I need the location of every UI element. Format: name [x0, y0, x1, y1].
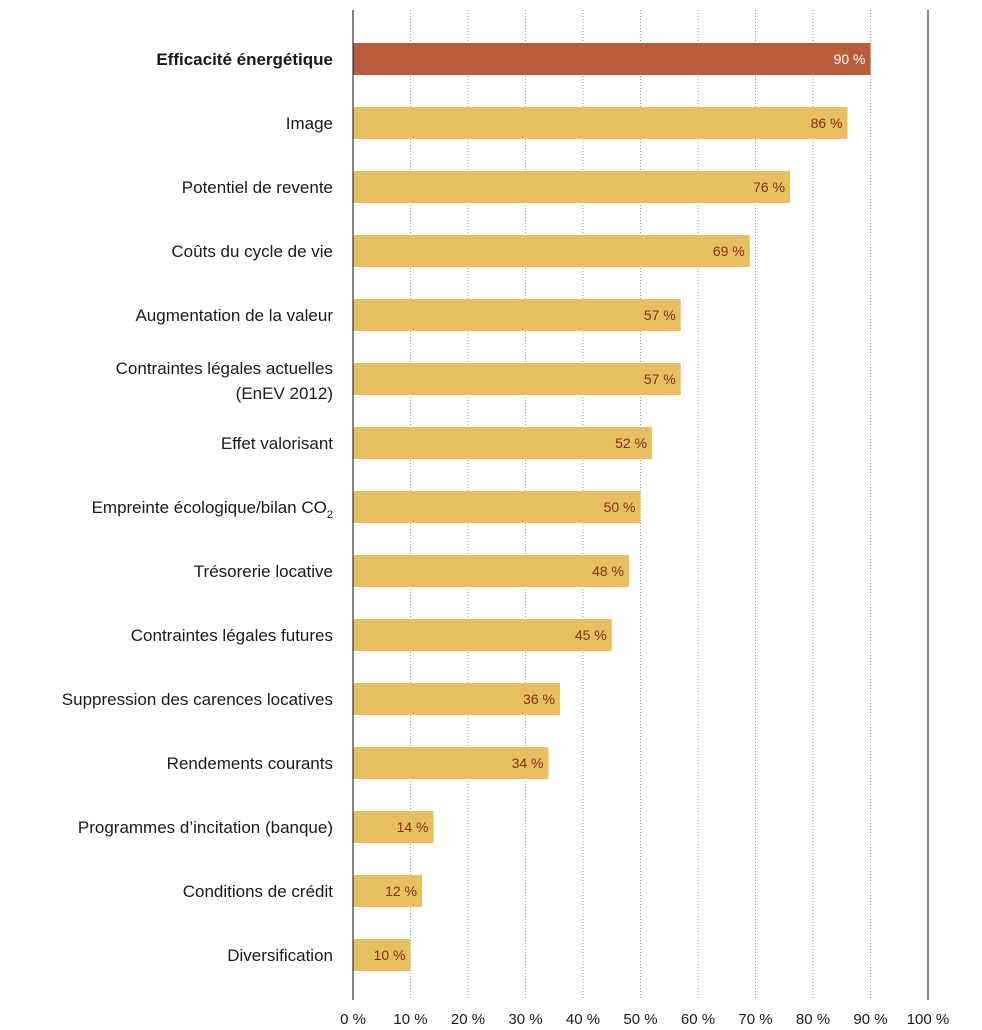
- value-label: 69 %: [713, 243, 745, 259]
- bar: [353, 427, 652, 459]
- category-labels: Efficacité énergétique Image Potentiel de …: [62, 50, 334, 965]
- category-label: Image: [286, 114, 333, 133]
- bar: [353, 811, 434, 843]
- category-label: Efficacité énergétique: [156, 50, 333, 69]
- value-label: 14 %: [397, 819, 429, 835]
- value-label: 12 %: [385, 883, 417, 899]
- value-label: 10 %: [374, 947, 406, 963]
- category-label: Effet valorisant: [221, 434, 333, 453]
- category-label: Augmentation de la valeur: [135, 306, 333, 325]
- category-label-subscript: 2: [327, 509, 333, 521]
- bar-highlighted: [353, 43, 871, 75]
- value-label: 52 %: [615, 435, 647, 451]
- value-label: 50 %: [604, 499, 636, 515]
- x-tick-label: 80 %: [796, 1011, 830, 1028]
- x-tick-label: 90 %: [853, 1011, 887, 1028]
- x-tick-label: 30 %: [508, 1011, 542, 1028]
- category-label: Coûts du cycle de vie: [171, 242, 333, 261]
- category-label-line: (EnEV 2012): [236, 384, 333, 403]
- bars: [353, 43, 871, 971]
- value-label: 34 %: [512, 755, 544, 771]
- value-label: 76 %: [753, 179, 785, 195]
- x-tick-label: 70 %: [738, 1011, 772, 1028]
- bar: [353, 619, 612, 651]
- category-label: Contraintes légales futures: [131, 626, 333, 645]
- category-label: Diversification: [227, 946, 333, 965]
- value-label: 57 %: [644, 307, 676, 323]
- bar: [353, 107, 848, 139]
- x-tick-label: 40 %: [566, 1011, 600, 1028]
- x-tick-label: 20 %: [451, 1011, 485, 1028]
- bar: [353, 939, 411, 971]
- category-label: Rendements courants: [167, 754, 333, 773]
- bar: [353, 299, 681, 331]
- value-label: 86 %: [811, 115, 843, 131]
- x-tick-label: 10 %: [393, 1011, 427, 1028]
- category-label-text: Empreinte écologique/bilan CO: [92, 498, 327, 517]
- value-label: 36 %: [523, 691, 555, 707]
- value-label: 90 %: [834, 51, 866, 67]
- category-label: Suppression des carences locatives: [62, 690, 333, 709]
- value-label: 45 %: [575, 627, 607, 643]
- bar: [353, 235, 750, 267]
- category-label: Conditions de crédit: [183, 882, 334, 901]
- x-tick-label: 100 %: [907, 1011, 950, 1028]
- category-label: Potentiel de revente: [182, 178, 333, 197]
- value-label: 57 %: [644, 371, 676, 387]
- bar: [353, 363, 681, 395]
- category-label: Programmes d’incitation (banque): [78, 818, 333, 837]
- bar: [353, 875, 422, 907]
- bar: [353, 555, 629, 587]
- category-label-line: Contraintes légales actuelles: [116, 359, 333, 378]
- bar: [353, 491, 641, 523]
- x-tick-label: 0 %: [340, 1011, 366, 1028]
- x-tick-labels: 0 % 10 % 20 % 30 % 40 % 50 % 60 % 70 % 80 % 90 % 1…: [340, 1011, 949, 1028]
- category-label: Empreinte écologique/bilan CO2: [92, 498, 333, 521]
- bar: [353, 683, 560, 715]
- x-tick-label: 50 %: [623, 1011, 657, 1028]
- value-label: 48 %: [592, 563, 624, 579]
- axes: [352, 10, 929, 1000]
- bar: [353, 747, 549, 779]
- bar: [353, 171, 790, 203]
- category-label: Trésorerie locative: [194, 562, 333, 581]
- x-tick-label: 60 %: [681, 1011, 715, 1028]
- value-labels: 90 % 86 % 76 % 69 % 57 % 57 % 52 % 50 % 48 % 45 %…: [374, 51, 866, 963]
